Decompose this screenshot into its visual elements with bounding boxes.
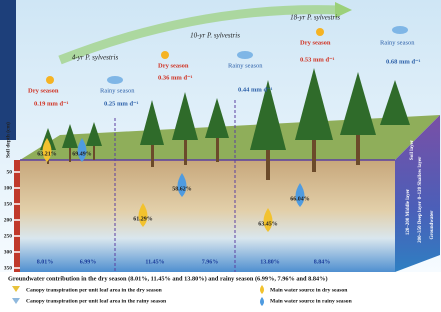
soil-block bbox=[20, 160, 395, 272]
rainy-source: 58.62% bbox=[172, 186, 192, 192]
rainy-season-label: Rainy season bbox=[380, 39, 415, 46]
layer-deep: 200–350 Deep layer bbox=[418, 200, 423, 242]
legend-icon bbox=[260, 285, 264, 294]
rainy-groundwater: 7.96% bbox=[202, 259, 219, 265]
depth-tick-label: 100 bbox=[4, 185, 13, 191]
stand-age: 10-yr P. sylvestris bbox=[190, 32, 240, 40]
page: 4-yr P. sylvestris 10-yr P. sylvestris 1… bbox=[0, 0, 441, 307]
rainy-groundwater: 8.84% bbox=[314, 259, 331, 265]
dry-source: 63.45% bbox=[258, 221, 278, 227]
legend-text: Canopy transpiration per unit leaf area … bbox=[26, 298, 167, 304]
depth-tick-label: 150 bbox=[4, 201, 13, 207]
depth-bar bbox=[14, 160, 20, 272]
depth-tick-label: 350 bbox=[4, 265, 13, 271]
legend-text: Canopy transpiration per unit leaf area … bbox=[26, 287, 163, 293]
dry-transpiration: 0.36 mm d⁻¹ bbox=[158, 74, 193, 81]
depth-tick-label: 200 bbox=[4, 217, 13, 223]
stand-age: 18-yr P. sylvestris bbox=[290, 14, 340, 22]
depth-tick-label: 50 bbox=[7, 169, 13, 175]
depth-tick-label: 300 bbox=[4, 249, 13, 255]
rainy-transpiration: 0.44 mm d⁻¹ bbox=[238, 86, 273, 93]
diagram: 4-yr P. sylvestris 10-yr P. sylvestris 1… bbox=[0, 0, 441, 307]
dry-source: 63.21% bbox=[37, 151, 57, 157]
legend-text: Main water source in rainy season bbox=[270, 298, 353, 304]
rainy-source: 66.04% bbox=[290, 196, 310, 202]
legend-text: Main water source in dry season bbox=[270, 287, 348, 293]
legend-icon bbox=[260, 297, 264, 306]
legend-icon bbox=[12, 286, 20, 292]
rainy-season-label: Rainy season bbox=[228, 62, 263, 69]
depth-tick-label: 250 bbox=[4, 233, 13, 239]
stand-age: 4-yr P. sylvestris bbox=[72, 54, 119, 62]
dry-season-label: Dry season bbox=[300, 39, 331, 46]
dry-season-label: Dry season bbox=[28, 87, 59, 94]
rainy-season-label: Rainy season bbox=[100, 87, 135, 94]
layer-middle: 120–200 Middle layer bbox=[406, 188, 411, 235]
dry-source: 61.29% bbox=[133, 216, 153, 222]
rainy-source: 69.49% bbox=[72, 151, 92, 157]
rainy-groundwater: 6.99% bbox=[80, 259, 97, 265]
dry-groundwater: 8.01% bbox=[37, 259, 54, 265]
caption: Groundwater contribution in the dry seas… bbox=[8, 275, 328, 282]
edge-band bbox=[0, 0, 16, 140]
rainy-transpiration: 0.25 mm d⁻¹ bbox=[104, 100, 139, 107]
dry-groundwater: 11.45% bbox=[145, 259, 164, 265]
dry-transpiration: 0.53 mm d⁻¹ bbox=[300, 56, 335, 63]
dry-transpiration: 0.19 mm d⁻¹ bbox=[34, 100, 69, 107]
dry-groundwater: 13.80% bbox=[260, 259, 280, 265]
layer-title: Soil layer bbox=[410, 139, 415, 160]
layer-shallow: 0–120 Shallow layer bbox=[418, 156, 423, 200]
dry-season-label: Dry season bbox=[158, 62, 189, 69]
rainy-transpiration: 0.68 mm d⁻¹ bbox=[386, 58, 421, 65]
axis-label: Soil depth (cm) bbox=[4, 122, 11, 158]
legend-icon bbox=[12, 298, 20, 304]
layer-groundwater: Groundwater bbox=[430, 210, 435, 240]
